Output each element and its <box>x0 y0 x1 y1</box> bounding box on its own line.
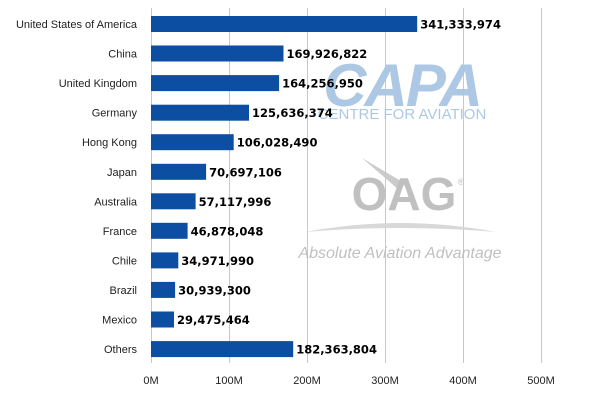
bar <box>151 281 176 298</box>
category-label: Mexico <box>102 315 137 327</box>
bar <box>151 222 188 239</box>
capa-logo-watermark: CAPA <box>323 52 481 119</box>
category-label: France <box>103 226 137 238</box>
category-label: Chile <box>112 255 137 267</box>
x-tick-label: 400M <box>449 375 477 387</box>
x-tick-label: 100M <box>215 375 243 387</box>
value-label: 29,475,464 <box>177 313 250 327</box>
bar <box>151 252 179 269</box>
bar <box>151 341 294 358</box>
value-labels: 341,333,974 169,926,822 164,256,950 125,636… <box>177 18 501 357</box>
x-tick-label: 300M <box>371 375 399 387</box>
x-tick-label: 500M <box>527 375 555 387</box>
bar <box>151 16 418 32</box>
category-label: United Kingdom <box>59 78 137 90</box>
category-label: China <box>108 49 138 61</box>
bar <box>151 163 207 180</box>
category-label: Japan <box>107 167 137 179</box>
category-label: Australia <box>94 196 138 208</box>
category-labels: United States of America China United King… <box>16 19 138 356</box>
value-label: 34,971,990 <box>181 254 254 268</box>
category-label: Germany <box>92 108 138 120</box>
x-axis-tick-labels: 0M 100M 200M 300M 400M 500M <box>143 375 554 387</box>
gridlines <box>151 8 542 363</box>
category-label: United States of America <box>16 19 138 31</box>
capa-subtitle-watermark: CENTRE FOR AVIATION <box>318 106 487 123</box>
oag-underline-shape <box>305 223 496 232</box>
value-label: 30,939,300 <box>178 283 251 297</box>
bar <box>151 75 280 92</box>
oag-tagline-watermark: Absolute Aviation Advantage <box>297 245 501 262</box>
category-label: Brazil <box>109 285 137 297</box>
value-label: 341,333,974 <box>420 18 501 32</box>
category-label: Others <box>104 344 138 356</box>
value-label: 106,028,490 <box>237 136 318 150</box>
value-label: 70,697,106 <box>209 165 282 179</box>
value-label: 182,363,804 <box>296 343 377 357</box>
bar <box>151 134 234 151</box>
bar <box>151 104 249 121</box>
value-label: 164,256,950 <box>282 77 363 91</box>
value-label: 57,117,996 <box>199 195 272 209</box>
bars <box>151 16 418 358</box>
oag-logo-watermark: OAG <box>352 168 457 220</box>
value-label: 125,636,374 <box>252 106 333 120</box>
watermarks: CAPA CENTRE FOR AVIATION OAG ® Absolute … <box>297 52 501 262</box>
value-label: 169,926,822 <box>287 47 368 61</box>
bar <box>151 45 284 62</box>
category-label: Hong Kong <box>82 137 137 149</box>
registered-mark: ® <box>458 177 465 187</box>
bar <box>151 311 174 328</box>
oag-swoosh-icon <box>362 158 406 190</box>
x-tick-label: 200M <box>293 375 321 387</box>
bar <box>151 193 196 210</box>
value-label: 46,878,048 <box>191 224 264 238</box>
x-tick-label: 0M <box>143 375 158 387</box>
